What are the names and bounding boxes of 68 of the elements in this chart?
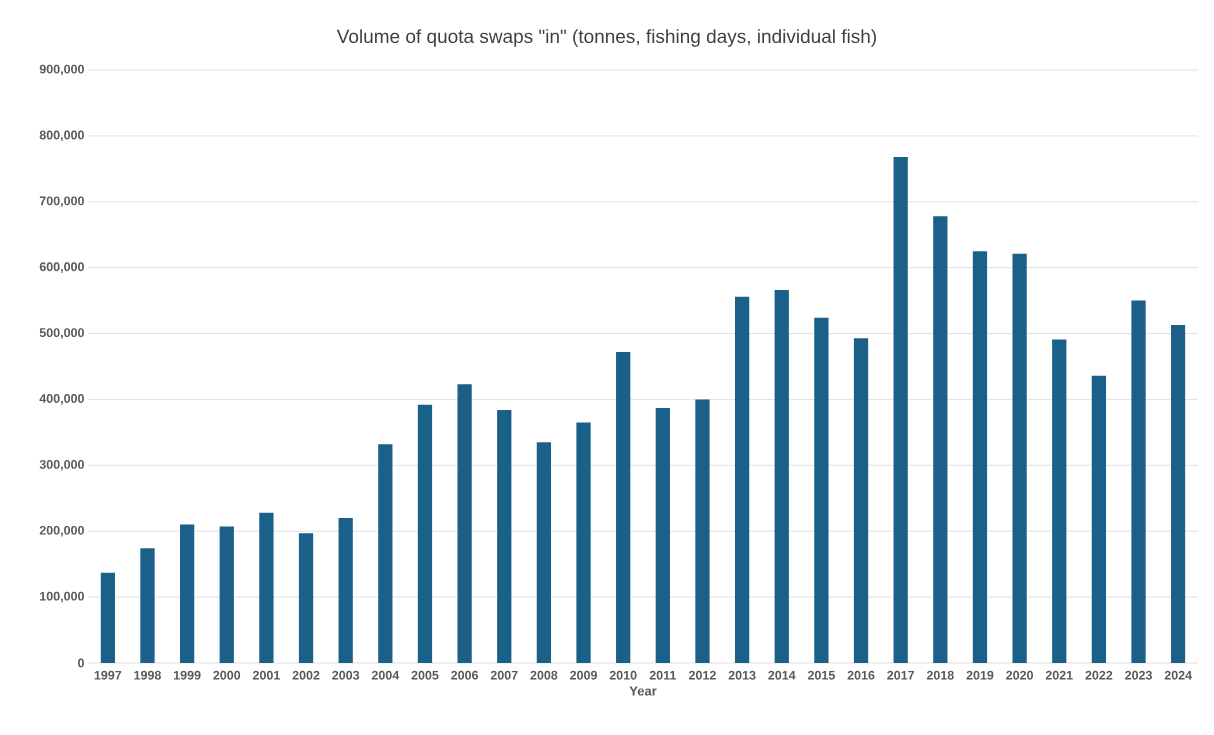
x-tick-label: 2012: [689, 670, 716, 680]
x-tick-label: 2019: [966, 670, 994, 680]
bar: [338, 518, 353, 663]
x-tick-label: 2018: [926, 670, 954, 680]
x-tick-label: 1998: [134, 670, 161, 680]
bar: [179, 524, 195, 663]
x-tick-label: 1997: [94, 670, 122, 680]
y-tick-label: 900,000: [39, 64, 84, 76]
bar: [378, 444, 393, 663]
bar: [457, 384, 472, 663]
y-tick-label: 500,000: [39, 328, 84, 339]
y-tick-label: 300,000: [39, 460, 84, 471]
x-tick-label: 2008: [530, 670, 558, 680]
y-tick-label: 400,000: [39, 394, 84, 405]
x-tick-label: 2003: [332, 670, 360, 680]
bar: [100, 572, 115, 663]
y-tick-label: 0: [78, 658, 84, 668]
bar: [1171, 324, 1186, 663]
bar: [1052, 339, 1067, 663]
bar: [853, 338, 869, 663]
x-tick-label: 2022: [1085, 670, 1113, 680]
x-tick-label: 2000: [213, 670, 241, 680]
y-tick-label: 200,000: [39, 525, 84, 537]
x-tick-label: 1999: [174, 670, 201, 680]
bar: [655, 408, 670, 663]
bar: [298, 533, 314, 663]
chart-title: Volume of quota swaps "in" (tonnes, fishing days, individual fish): [336, 29, 876, 47]
x-axis-title: Year: [629, 686, 657, 696]
bar: [259, 512, 274, 663]
y-tick-label: 800,000: [39, 130, 84, 142]
x-tick-label: 2021: [1045, 670, 1073, 680]
x-tick-label: 2017: [887, 670, 915, 680]
x-tick-label: 2013: [728, 670, 756, 680]
bar: [814, 317, 829, 663]
bar: [972, 251, 988, 663]
x-tick-label: 2002: [292, 670, 320, 680]
x-tick-label: 2001: [252, 670, 280, 680]
bar: [219, 526, 234, 663]
x-tick-label: 2015: [807, 670, 835, 680]
x-tick-label: 2023: [1125, 670, 1152, 680]
bar: [1131, 300, 1146, 663]
y-tick-label: 700,000: [39, 196, 84, 208]
y-tick-label: 600,000: [39, 262, 84, 273]
x-tick-label: 2014: [768, 670, 796, 680]
bar: [1012, 253, 1027, 663]
bar: [893, 156, 908, 663]
bar: [695, 399, 710, 663]
bar: [497, 409, 512, 663]
bar: [1091, 375, 1107, 663]
bar: [576, 422, 591, 663]
x-tick-label: 2011: [649, 670, 677, 680]
x-tick-label: 2006: [451, 670, 479, 680]
x-tick-label: 2007: [490, 670, 518, 680]
bar: [774, 290, 789, 663]
bar: [417, 404, 433, 663]
x-tick-label: 2009: [570, 670, 597, 680]
y-tick-label: 100,000: [40, 591, 84, 603]
bar: [734, 296, 750, 663]
x-tick-label: 2010: [609, 670, 637, 680]
x-tick-label: 2005: [411, 670, 439, 680]
bar: [140, 548, 155, 663]
x-tick-label: 2024: [1164, 670, 1192, 680]
x-tick-label: 2020: [1006, 670, 1033, 680]
bar: [616, 352, 631, 663]
x-tick-label: 2004: [371, 670, 400, 680]
bar: [933, 216, 948, 663]
bar: [536, 442, 552, 663]
x-tick-label: 2016: [847, 670, 875, 680]
